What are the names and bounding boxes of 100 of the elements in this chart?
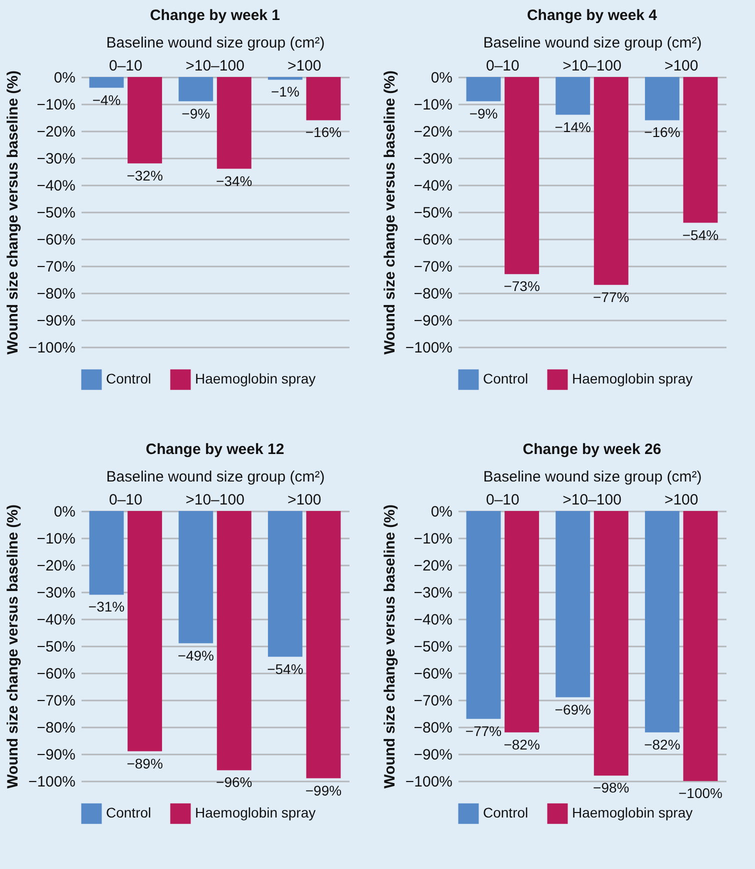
y-tick-label: −100% — [28, 774, 76, 790]
y-tick-label: −100% — [405, 774, 452, 790]
y-tick-label: −50% — [36, 638, 76, 656]
y-tick-label: −40% — [36, 612, 76, 628]
legend-label: Haemoglobin spray — [195, 370, 316, 387]
data-label: −82% — [644, 736, 680, 752]
data-label: −49% — [178, 647, 214, 664]
y-tick-label: −90% — [36, 746, 76, 764]
y-tick-label: −80% — [36, 286, 76, 302]
y-tick-label: −10% — [36, 530, 76, 548]
x-axis-title: Baseline wound size group (cm²) — [106, 34, 325, 52]
legend-label: Haemoglobin spray — [572, 370, 693, 387]
y-tick-label: −10% — [36, 96, 76, 114]
y-tick-label: −80% — [414, 286, 452, 302]
data-label: −16% — [305, 124, 342, 140]
y-axis-title: Wound size change versus baseline (%) — [4, 504, 22, 788]
y-tick-label: −20% — [414, 124, 452, 140]
data-label: −9% — [182, 105, 210, 122]
x-tick-label: >10–100 — [186, 58, 244, 74]
data-label: −77% — [593, 288, 630, 305]
data-label: −32% — [126, 167, 163, 184]
y-tick-label: 0% — [430, 70, 452, 86]
y-tick-label: −30% — [414, 584, 452, 602]
y-tick-label: −10% — [414, 530, 452, 548]
x-tick-label: 0–10 — [486, 58, 520, 74]
y-tick-label: 0% — [54, 70, 76, 86]
y-tick-label: −80% — [414, 720, 452, 736]
x-axis-title: Baseline wound size group (cm²) — [106, 468, 325, 486]
data-label: −69% — [554, 701, 591, 718]
y-tick-label: −100% — [405, 340, 452, 356]
chart-title: Change by week 12 — [146, 441, 284, 458]
data-label: −99% — [305, 782, 342, 798]
data-label: −31% — [88, 598, 125, 615]
y-tick-label: −60% — [36, 666, 76, 682]
y-tick-label: −20% — [414, 558, 452, 574]
chart-title: Change by week 1 — [150, 7, 280, 24]
y-tick-label: −50% — [414, 638, 452, 656]
legend-label: Haemoglobin spray — [195, 804, 316, 821]
data-label: −98% — [593, 780, 630, 796]
y-tick-label: −10% — [414, 96, 452, 114]
y-tick-label: −90% — [36, 312, 76, 330]
legend-label: Control — [483, 804, 528, 821]
legend-label: Control — [106, 370, 152, 387]
legend-label: Control — [106, 804, 152, 821]
data-label: −73% — [504, 278, 540, 294]
y-axis-title: Wound size change versus baseline (%) — [4, 70, 22, 354]
y-tick-label: −60% — [414, 232, 452, 248]
data-label: −4% — [92, 92, 121, 108]
y-tick-label: −40% — [414, 178, 452, 194]
y-tick-label: −70% — [36, 692, 76, 710]
y-tick-label: −90% — [414, 746, 452, 764]
y-tick-label: −30% — [36, 150, 76, 168]
x-tick-label: >10–100 — [186, 492, 244, 508]
data-label: −16% — [644, 124, 680, 140]
data-label: −1% — [270, 84, 300, 100]
y-tick-label: −80% — [36, 720, 76, 736]
x-axis-title: Baseline wound size group (cm²) — [483, 34, 702, 52]
legend-label: Control — [483, 370, 528, 387]
data-label: −82% — [504, 736, 540, 752]
y-tick-label: 0% — [430, 504, 452, 520]
y-tick-label: −50% — [36, 204, 76, 222]
x-tick-label: >100 — [664, 58, 698, 74]
y-axis-title: Wound size change versus baseline (%) — [381, 504, 398, 788]
y-tick-label: −70% — [414, 258, 452, 276]
y-tick-label: −60% — [36, 232, 76, 248]
x-tick-label: >100 — [287, 492, 322, 508]
data-label: −100% — [678, 785, 722, 801]
y-axis-title: Wound size change versus baseline (%) — [381, 70, 398, 354]
y-tick-label: −60% — [414, 666, 452, 682]
y-tick-label: −40% — [414, 612, 452, 628]
y-tick-label: −30% — [414, 150, 452, 168]
data-label: −96% — [216, 774, 252, 790]
y-tick-label: −20% — [36, 558, 76, 574]
data-label: −14% — [554, 118, 591, 135]
y-tick-label: −40% — [36, 178, 76, 194]
data-label: −9% — [469, 105, 498, 122]
data-label: −89% — [126, 755, 163, 772]
chart-title: Change by week 4 — [526, 7, 658, 24]
x-tick-label: 0–10 — [108, 492, 142, 508]
legend-label: Haemoglobin spray — [572, 804, 693, 821]
x-axis-title: Baseline wound size group (cm²) — [483, 468, 702, 486]
y-tick-label: 0% — [54, 504, 76, 520]
y-tick-label: −70% — [414, 692, 452, 710]
x-tick-label: >100 — [287, 58, 322, 74]
data-label: −34% — [216, 172, 252, 189]
chart-title: Change by week 26 — [522, 441, 662, 458]
x-tick-label: >100 — [664, 492, 698, 508]
x-tick-label: >10–100 — [562, 58, 622, 74]
y-tick-label: −20% — [36, 124, 76, 140]
y-tick-label: −50% — [414, 204, 452, 222]
data-label: −54% — [267, 660, 304, 677]
y-tick-label: −70% — [36, 258, 76, 276]
x-tick-label: 0–10 — [486, 492, 520, 508]
data-label: −54% — [682, 226, 719, 243]
y-tick-label: −30% — [36, 584, 76, 602]
x-tick-label: >10–100 — [562, 492, 622, 508]
data-label: −77% — [465, 722, 502, 739]
x-tick-label: 0–10 — [108, 58, 142, 74]
y-tick-label: −90% — [414, 312, 452, 330]
y-tick-label: −100% — [28, 340, 76, 356]
